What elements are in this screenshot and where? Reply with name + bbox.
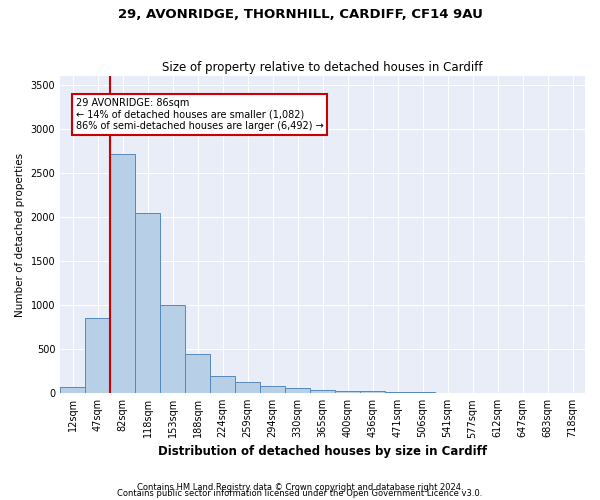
Bar (235, 382, 260, 393)
Text: Contains public sector information licensed under the Open Government Licence v3: Contains public sector information licen… (118, 490, 482, 498)
Bar (310, 390, 335, 393)
Bar (60, 386, 85, 393)
Bar (360, 392, 385, 393)
Text: 29, AVONRIDGE, THORNHILL, CARDIFF, CF14 9AU: 29, AVONRIDGE, THORNHILL, CARDIFF, CF14 … (118, 8, 482, 20)
Bar (410, 392, 435, 393)
Bar (160, 305, 185, 393)
Bar (85, 318, 110, 393)
Text: 29 AVONRIDGE: 86sqm
← 14% of detached houses are smaller (1,082)
86% of semi-det: 29 AVONRIDGE: 86sqm ← 14% of detached ho… (76, 98, 323, 132)
Bar (110, 154, 135, 393)
Bar (210, 376, 235, 393)
Title: Size of property relative to detached houses in Cardiff: Size of property relative to detached ho… (163, 60, 483, 74)
Bar (185, 354, 210, 393)
Bar (385, 392, 410, 393)
Text: Contains HM Land Registry data © Crown copyright and database right 2024.: Contains HM Land Registry data © Crown c… (137, 484, 463, 492)
Bar (285, 388, 310, 393)
Y-axis label: Number of detached properties: Number of detached properties (15, 152, 25, 316)
Bar (135, 212, 160, 393)
X-axis label: Distribution of detached houses by size in Cardiff: Distribution of detached houses by size … (158, 444, 487, 458)
Bar (335, 391, 360, 393)
Bar (260, 386, 285, 393)
